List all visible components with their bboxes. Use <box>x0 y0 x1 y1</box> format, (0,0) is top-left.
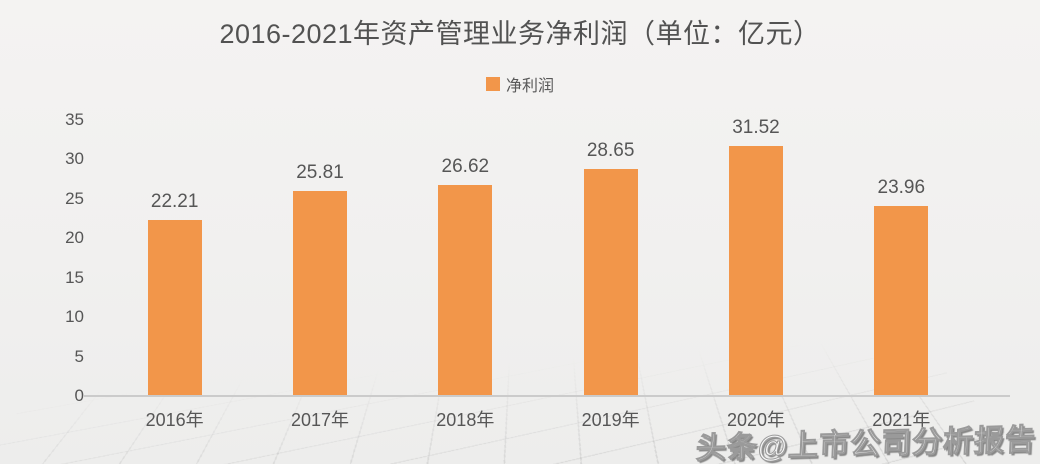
bar-group: 23.96 2021年 <box>829 119 974 430</box>
bar <box>583 169 638 395</box>
x-axis-label: 2021年 <box>872 410 931 430</box>
y-tick-label: 25 <box>65 188 84 208</box>
bar <box>292 191 347 395</box>
y-tick-label: 5 <box>74 346 84 366</box>
y-tick-label: 10 <box>65 307 84 327</box>
bar-value-label: 26.62 <box>441 156 490 178</box>
y-tick-label: 35 <box>65 110 84 129</box>
bar-value-label: 25.81 <box>296 162 344 184</box>
x-axis-label: 2018年 <box>436 410 495 430</box>
x-axis-label: 2019年 <box>581 410 640 430</box>
y-tick-label: 15 <box>65 267 84 287</box>
bar-group: 28.65 2019年 <box>538 119 683 430</box>
y-tick-label: 20 <box>65 228 84 248</box>
bar-value-label: 31.52 <box>732 117 780 139</box>
bar-value-label: 28.65 <box>586 140 635 162</box>
legend-swatch-icon <box>485 77 500 91</box>
bar-value-label: 22.21 <box>150 190 199 212</box>
y-axis-labels: 0 5 10 15 20 25 30 35 <box>38 110 84 405</box>
bar-group: 22.21 2016年 <box>102 119 247 430</box>
bar <box>147 219 202 395</box>
bar <box>728 146 783 395</box>
bar <box>874 206 929 395</box>
y-tick-label: 30 <box>65 149 84 169</box>
bar-value-label: 23.96 <box>877 177 926 199</box>
x-axis-label: 2017年 <box>290 410 350 430</box>
bar-group: 26.62 2018年 <box>393 119 538 430</box>
x-axis-label: 2020年 <box>726 410 785 430</box>
bar-group: 25.81 2017年 <box>247 119 392 430</box>
x-axis-label: 2016年 <box>145 410 204 430</box>
legend: 净利润 <box>0 72 1040 96</box>
bar <box>438 185 493 395</box>
bars-row: 22.21 2016年 25.81 2017年 26.62 2018年 28.65 2019年… <box>102 117 974 430</box>
chart-title: 2016-2021年资产管理业务净利润（单位：亿元） <box>219 19 821 49</box>
bar-group: 31.52 2020年 <box>683 117 828 430</box>
y-tick-label: 0 <box>74 386 84 405</box>
legend-label: 净利润 <box>505 78 554 95</box>
x-axis-line <box>84 395 1010 397</box>
